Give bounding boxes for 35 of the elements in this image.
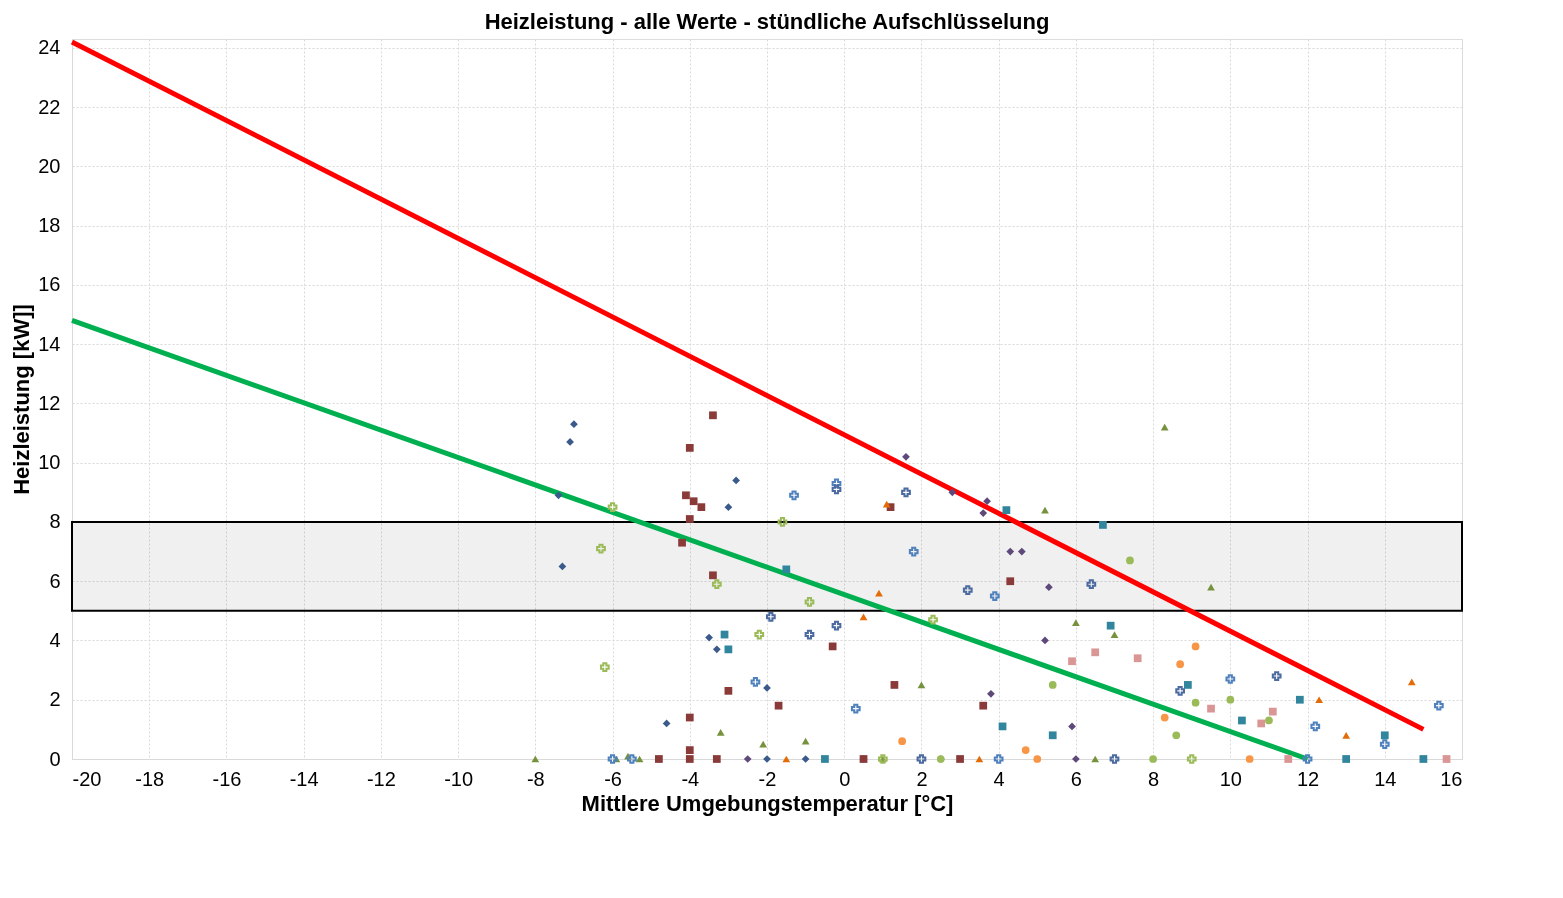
x-tick-label: -4 [681, 767, 700, 790]
x-tick-label: 8 [1148, 767, 1160, 790]
x-tick-label: -6 [604, 767, 622, 790]
y-tick-label: 0 [49, 747, 61, 770]
x-tick-label: 14 [1374, 767, 1397, 790]
x-tick-label: -16 [212, 767, 242, 790]
x-tick-label: 4 [993, 767, 1005, 790]
x-tick-label: 10 [1219, 767, 1242, 790]
y-tick-label: 24 [38, 36, 61, 59]
y-tick-label: 16 [38, 273, 61, 296]
x-tick-label: -12 [366, 767, 396, 790]
x-tick-label: 2 [916, 767, 928, 790]
x-tick-label: 0 [839, 767, 851, 790]
y-tick-label: 14 [38, 332, 61, 355]
y-tick-label: 20 [38, 154, 61, 177]
x-tick-label: -14 [289, 767, 319, 790]
x-tick-label: -10 [444, 767, 474, 790]
y-tick-label: 4 [49, 628, 61, 651]
y-tick-label: 10 [38, 451, 61, 474]
y-tick-label: 2 [49, 688, 61, 711]
x-tick-label: -2 [758, 767, 777, 790]
chart-title: Heizleistung - alle Werte - stündliche Aufschlüsselung [484, 8, 1050, 34]
y-tick-label: 8 [49, 510, 61, 533]
x-tick-label: -18 [135, 767, 165, 790]
x-tick-label: 16 [1440, 767, 1463, 790]
x-tick-label: 12 [1296, 767, 1320, 790]
x-tick-label: -20 [72, 767, 102, 790]
x-tick-label: -8 [526, 767, 545, 790]
y-tick-label: 6 [49, 569, 61, 592]
y-tick-label: 22 [38, 95, 61, 118]
y-tick-label: 18 [38, 214, 61, 237]
y-axis-title: Heizleistung [kW]] [9, 304, 35, 495]
x-axis-title: Mittlere Umgebungstemperatur [°C] [581, 790, 954, 816]
y-tick-label: 12 [38, 391, 61, 414]
x-tick-label: 6 [1070, 767, 1082, 790]
